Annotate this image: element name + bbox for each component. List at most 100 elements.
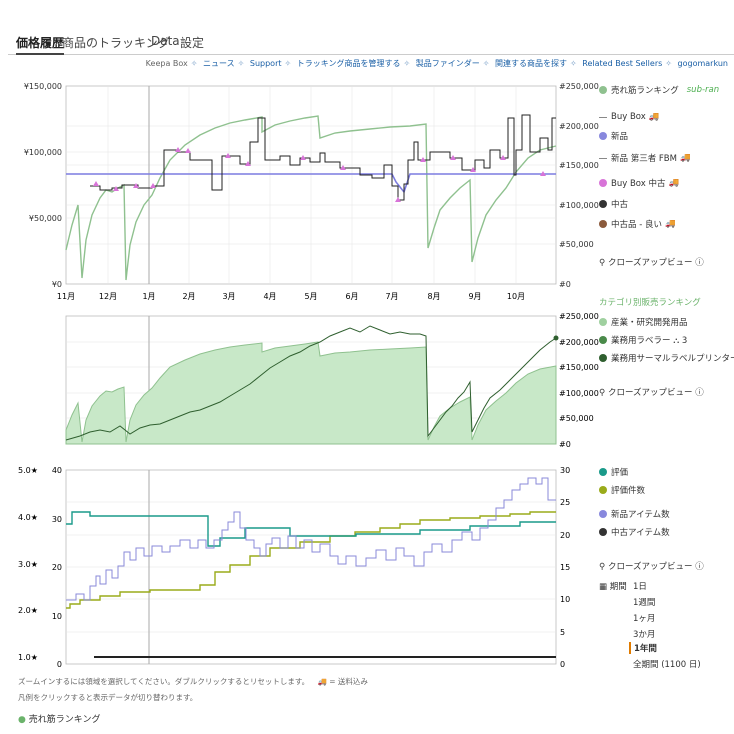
- price-chart-used-buybox-markers: [93, 147, 546, 202]
- rank-axis-label: #100,000: [559, 201, 599, 210]
- month-label: 6月: [345, 292, 358, 301]
- nav-links: Keepa Box ✧ ニュース ✧ Support ✧ トラッキング商品を管理する ✧…: [146, 58, 728, 69]
- nav-link-manage-tracking[interactable]: トラッキング商品を管理する: [296, 59, 401, 68]
- legend-item-used-offers[interactable]: 中古アイテム数: [599, 526, 670, 538]
- legend-item-rating[interactable]: 評価: [599, 466, 628, 478]
- rating-chart: 5.0★ 4.0★ 3.0★ 2.0★ 1.0★ 40 30 20 10 0 3…: [18, 466, 570, 669]
- tab-settings[interactable]: 設定: [180, 36, 205, 50]
- legend-item-buy-box-used[interactable]: Buy Box 中古 🚚: [599, 177, 679, 189]
- nav-link-product-finder[interactable]: 製品ファインダー: [415, 59, 480, 68]
- legend-label: 業務用サーマルラベルプリンター: [611, 354, 734, 364]
- nav-link-news[interactable]: ニュース: [203, 59, 235, 68]
- shipping-truck-icon: 🚚: [648, 112, 660, 122]
- rating-legend: 評価 評価件数 新品アイテム数 中古アイテム数 ⚲ クローズアップビュー ⓘ: [599, 466, 729, 576]
- legend-item-labeler[interactable]: 業務用ラベラー ⛬ 3: [599, 334, 687, 346]
- rank-chart-frame: [65, 315, 557, 445]
- month-label: 12月: [99, 292, 117, 301]
- price-axis-label: ¥150,000: [24, 82, 62, 91]
- offer-axis-label: 15: [560, 563, 570, 572]
- legend-label: 業務用ラベラー ⛬ 3: [611, 336, 688, 346]
- diamond-icon: ✧: [665, 59, 672, 68]
- shipping-note: = 送料込み: [329, 677, 368, 686]
- rank-axis-label: #250,000: [559, 82, 599, 91]
- rank-chart: #250,000 #200,000 #150,000 #100,000 #50,…: [65, 312, 599, 449]
- nav-link-user[interactable]: gogomarkun: [677, 59, 728, 68]
- legend-item-new-fbm[interactable]: 新品 第三者 FBM 🚚: [599, 152, 691, 164]
- legend-dot: [599, 468, 607, 476]
- rating-chart-frame: [65, 469, 557, 665]
- closeup-view-toggle[interactable]: ⚲ クローズアップビュー ⓘ: [599, 560, 704, 572]
- rating-axis-label: 4.0★: [18, 513, 38, 522]
- legend-item-sales-rank[interactable]: 売れ筋ランキング sub-ran: [599, 84, 719, 96]
- nav-brand[interactable]: Keepa Box: [145, 59, 188, 68]
- rating-axis-label: 2.0★: [18, 606, 38, 615]
- legend-item-review-count[interactable]: 評価件数: [599, 484, 645, 496]
- legend-item-thermal-printer[interactable]: 業務用サーマルラベルプリンター: [599, 352, 734, 364]
- legend-label: 評価: [611, 468, 629, 478]
- month-label: 10月: [507, 292, 525, 301]
- sub-rank-link[interactable]: sub-ran: [686, 85, 720, 95]
- legend-dot: [599, 200, 607, 208]
- legend-item-used[interactable]: 中古: [599, 198, 628, 210]
- closeup-view-toggle[interactable]: ⚲ クローズアップビュー ⓘ: [599, 256, 704, 268]
- rank-axis-label: #200,000: [559, 122, 599, 131]
- range-option-1day[interactable]: 1日: [633, 582, 647, 592]
- price-chart-used-line: [90, 114, 556, 201]
- range-option-1week[interactable]: 1週間: [633, 598, 656, 608]
- tab-tracking[interactable]: 商品のトラッキング: [62, 36, 170, 50]
- legend-hint: 凡例をクリックすると表示データが切り替わります。: [18, 693, 198, 702]
- range-option-3months[interactable]: 3か月: [633, 630, 656, 640]
- legend-dot: [599, 318, 607, 326]
- offer-axis-label: 30: [560, 466, 570, 475]
- legend-item-new[interactable]: 新品: [599, 130, 628, 142]
- price-chart: ¥150,000 ¥100,000 ¥50,000 ¥0 #250,000 #2…: [24, 82, 599, 301]
- legend-label: 新品アイテム数: [611, 510, 670, 520]
- price-axis-label: ¥0: [52, 280, 62, 289]
- count-axis-label: 30: [52, 515, 62, 524]
- range-option-all[interactable]: 全期間 (1100 日): [633, 660, 701, 670]
- count-axis-label: 40: [52, 466, 62, 475]
- tab-bar: 価格履歴 商品のトラッキング Data 設定: [8, 30, 734, 55]
- legend-item-industrial[interactable]: 産業・研究開発用品: [599, 316, 688, 328]
- rating-chart-new-offers-line: [66, 477, 556, 601]
- legend-item-used-good[interactable]: 中古品 - 良い 🚚: [599, 218, 676, 230]
- rank-axis-label: #100,000: [559, 389, 599, 398]
- diamond-icon: ✧: [482, 59, 490, 68]
- bottom-legend-sales-rank[interactable]: ● 売れ筋ランキング: [18, 712, 100, 725]
- closeup-label: クローズアップビュー ⓘ: [607, 388, 704, 398]
- closeup-view-toggle[interactable]: ⚲ クローズアップビュー ⓘ: [599, 386, 704, 398]
- magnifier-icon: ⚲: [599, 388, 606, 398]
- month-label: 7月: [385, 292, 398, 301]
- magnifier-icon: ⚲: [599, 258, 606, 268]
- zoom-hint: ズームインするには領域を選択してください。ダブルクリックするとリセットします。 …: [18, 676, 368, 687]
- legend-label: 新品: [611, 132, 629, 142]
- count-axis-label: 20: [52, 563, 62, 572]
- range-label: 期間: [609, 582, 627, 592]
- offer-axis-label: 25: [560, 498, 570, 507]
- legend-dash: [599, 157, 607, 159]
- month-label: 11月: [57, 292, 75, 301]
- diamond-icon: ✧: [190, 59, 198, 68]
- shipping-truck-icon: 🚚: [668, 178, 680, 188]
- legend-item-new-offers[interactable]: 新品アイテム数: [599, 508, 670, 520]
- tab-price-history[interactable]: 価格履歴: [16, 34, 65, 55]
- legend-label: 産業・研究開発用品: [611, 318, 688, 328]
- legend-label: 売れ筋ランキング: [28, 715, 101, 725]
- nav-link-related-products[interactable]: 関連する商品を探す: [495, 59, 568, 68]
- nav-link-support[interactable]: Support: [249, 59, 282, 68]
- rating-axis-label: 5.0★: [18, 466, 38, 475]
- rank-axis-label: #50,000: [559, 414, 594, 423]
- rating-grid: [66, 501, 556, 633]
- closeup-label: クローズアップビュー ⓘ: [607, 562, 704, 572]
- month-label: 9月: [468, 292, 481, 301]
- category-rank-heading: カテゴリ別販売ランキング: [599, 298, 701, 308]
- range-option-1month[interactable]: 1ヶ月: [633, 614, 656, 624]
- closeup-label: クローズアップビュー ⓘ: [607, 258, 704, 268]
- legend-dot: ●: [18, 715, 26, 725]
- range-option-1year[interactable]: 1年間: [629, 642, 657, 654]
- tab-data[interactable]: Data: [151, 34, 180, 48]
- legend-dot: [599, 179, 607, 187]
- legend-item-buy-box[interactable]: Buy Box 🚚: [599, 112, 659, 122]
- nav-link-related-best-sellers[interactable]: Related Best Sellers: [582, 59, 663, 68]
- rank-axis-label: #150,000: [559, 363, 599, 372]
